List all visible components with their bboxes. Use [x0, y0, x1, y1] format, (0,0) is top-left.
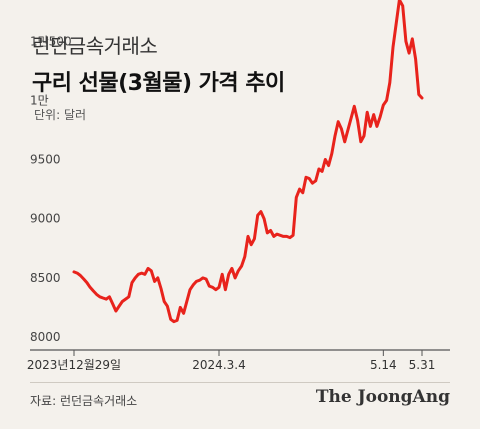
- y-tick-label: 8500: [30, 271, 61, 285]
- copper-price-line: [72, 0, 424, 324]
- brand-logo: The JoongAng: [315, 387, 450, 407]
- y-tick-label: 1만: [30, 93, 49, 107]
- y-tick-label: 1만500: [30, 34, 72, 48]
- y-axis-labels: 80008500900095001만1만5001만1000: [30, 34, 72, 344]
- price-line-chart: 80008500900095001만1만5001만1000 2023년12월29…: [27, 0, 450, 372]
- footer-divider: [30, 382, 450, 383]
- chart-supertitle: 런던금속거래소: [32, 34, 158, 58]
- unit-label: 단위: 달러: [34, 108, 87, 122]
- chart-title: 구리 선물(3월물) 가격 추이: [32, 71, 285, 96]
- source-text: 자료: 런던금속거래소: [30, 394, 138, 408]
- y-tick-label: 8000: [30, 330, 61, 344]
- y-tick-label: 9000: [30, 212, 61, 226]
- x-tick-label: 2024.3.4: [192, 358, 245, 372]
- y-tick-label: 9500: [30, 153, 61, 167]
- x-tick-label: 5.31: [409, 358, 436, 372]
- x-axis-ticks: 2023년12월29일 2024.3.4 5.14 5.31: [27, 350, 435, 372]
- x-tick-label: 5.14: [370, 358, 397, 372]
- x-tick-label: 2023년12월29일: [27, 358, 121, 372]
